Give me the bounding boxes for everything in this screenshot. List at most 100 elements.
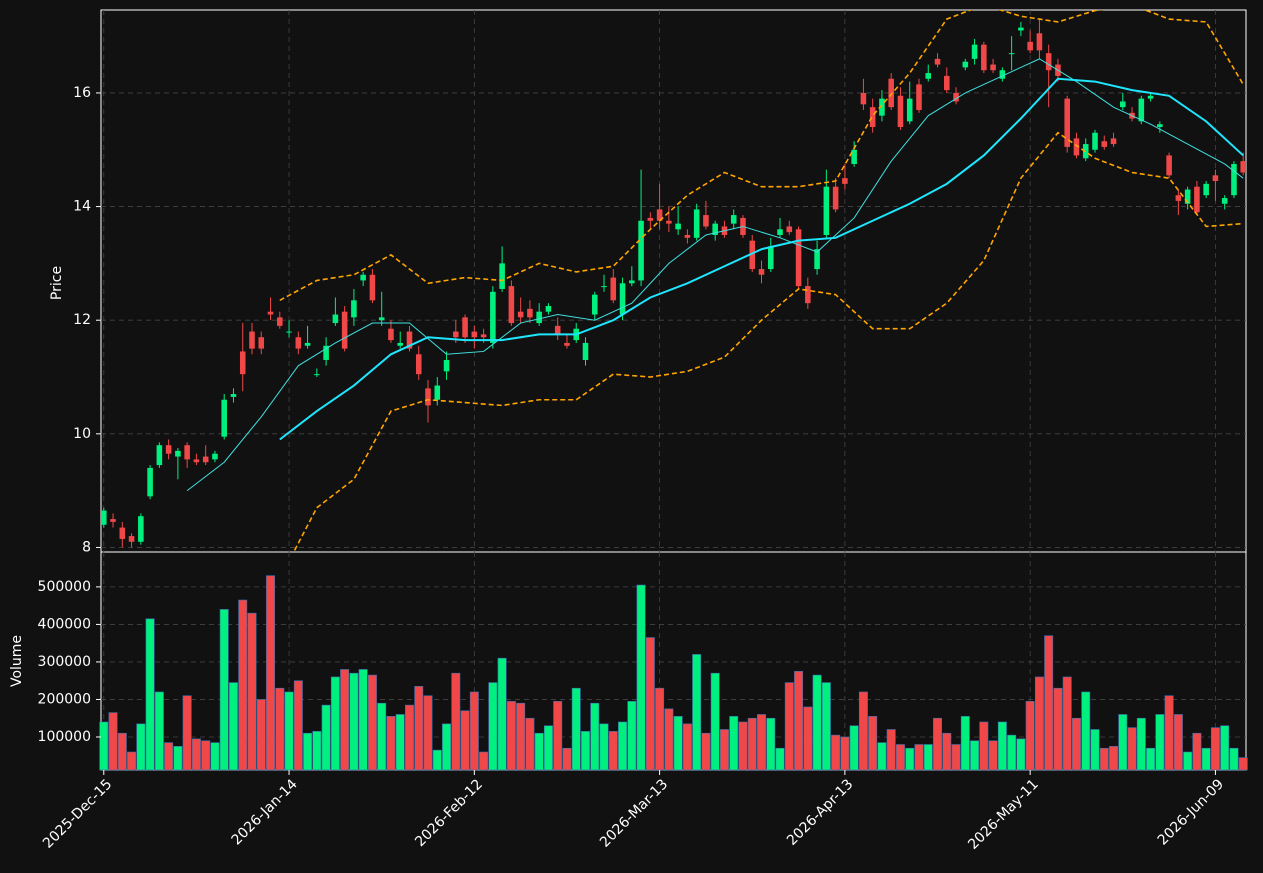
volume-bar xyxy=(460,710,470,771)
candle-body xyxy=(536,311,542,324)
volume-bar xyxy=(571,687,581,771)
volume-bar xyxy=(1016,738,1026,771)
volume-bar xyxy=(154,691,164,771)
candle-body xyxy=(897,95,904,128)
candle-body xyxy=(564,342,570,346)
volume-bar xyxy=(664,708,674,771)
volume-bar xyxy=(275,687,285,771)
volume-bar xyxy=(182,695,192,771)
volume-bar xyxy=(164,742,174,771)
candle-body xyxy=(406,331,413,349)
volume-bar xyxy=(868,716,878,771)
volume-bar xyxy=(979,721,989,771)
volume-bar xyxy=(1025,701,1035,771)
candle-body xyxy=(1212,175,1219,182)
volume-bar xyxy=(1062,676,1072,771)
candle-body xyxy=(786,226,793,233)
volume-bar xyxy=(349,672,359,771)
candle-body xyxy=(453,331,459,338)
volume-bar xyxy=(469,691,479,771)
candle-body xyxy=(619,283,626,315)
volume-bar xyxy=(729,716,739,771)
volume-bar xyxy=(321,704,331,771)
candle-body xyxy=(165,445,172,454)
volume-bar xyxy=(1210,727,1220,771)
candle-body xyxy=(490,291,496,343)
candle-body xyxy=(805,286,811,304)
volume-bar xyxy=(747,717,757,771)
candle-body xyxy=(554,325,561,335)
candle-body xyxy=(184,445,190,460)
candle-body xyxy=(1120,101,1126,108)
volume-bar xyxy=(525,717,535,771)
candle-body xyxy=(814,249,820,270)
candle-body xyxy=(1008,53,1015,55)
volume-bar xyxy=(849,725,859,771)
candle-body xyxy=(925,73,932,79)
volume-bar xyxy=(553,701,563,771)
volume-bar xyxy=(914,744,924,771)
volume-bar xyxy=(405,704,414,771)
volume-tick-label: 500000 xyxy=(38,579,91,595)
y-tick-label: 16 xyxy=(73,85,91,101)
volume-bar xyxy=(710,672,720,771)
volume-bar xyxy=(794,671,804,771)
x-tick-label: 2026-Apr-13 xyxy=(784,776,857,849)
candle-body xyxy=(934,58,941,65)
volume-bar xyxy=(942,732,952,771)
volume-bar xyxy=(247,612,257,771)
x-tick-label: 2025-Dec-15 xyxy=(40,776,115,851)
volume-bar xyxy=(1118,714,1128,771)
candle-body xyxy=(1036,33,1043,51)
volume-bar xyxy=(173,746,183,771)
volume-bar xyxy=(599,723,609,771)
candle-body xyxy=(1138,98,1145,122)
volume-bar xyxy=(608,731,618,771)
volume-bar xyxy=(627,701,637,771)
candle-body xyxy=(110,519,116,522)
volume-bar xyxy=(636,584,646,771)
candle-body xyxy=(869,107,876,128)
volume-bar xyxy=(256,699,266,771)
candle-body xyxy=(1184,189,1191,204)
candle-body xyxy=(777,229,783,235)
volume-bar xyxy=(1229,747,1239,771)
candle-body xyxy=(832,186,839,210)
candle-body xyxy=(851,149,857,164)
candle-body xyxy=(295,337,302,349)
candle-body xyxy=(795,229,802,287)
candle-body xyxy=(314,374,320,376)
volume-bar xyxy=(127,751,137,771)
volume-bar xyxy=(488,682,498,771)
candle-body xyxy=(517,311,524,318)
volume-bar xyxy=(201,740,211,771)
candle-body xyxy=(397,342,403,346)
candle-body xyxy=(684,234,691,238)
candle-body xyxy=(415,354,422,375)
candle-body xyxy=(842,178,848,184)
volume-bar xyxy=(238,599,248,771)
candle-body xyxy=(101,510,107,525)
candle-body xyxy=(962,61,969,68)
volume-bar xyxy=(229,682,238,771)
volume-bar xyxy=(757,714,766,771)
candle-body xyxy=(953,92,959,102)
volume-bar xyxy=(951,744,961,771)
volume-bar xyxy=(108,712,118,771)
candle-body xyxy=(990,64,996,71)
candle-body xyxy=(332,314,339,324)
volume-bar xyxy=(590,702,600,771)
candle-body xyxy=(323,345,329,360)
volume-bar xyxy=(516,702,526,771)
volume-bar xyxy=(543,725,553,771)
indicator-line xyxy=(279,77,1244,441)
volume-bar xyxy=(682,723,692,771)
indicator-line xyxy=(279,10,1244,302)
candle-body xyxy=(1157,124,1163,128)
volume-bar xyxy=(719,729,729,771)
volume-bar xyxy=(803,706,813,771)
volume-bar xyxy=(775,747,785,771)
candle-body xyxy=(944,75,950,91)
candle-body xyxy=(879,98,885,116)
